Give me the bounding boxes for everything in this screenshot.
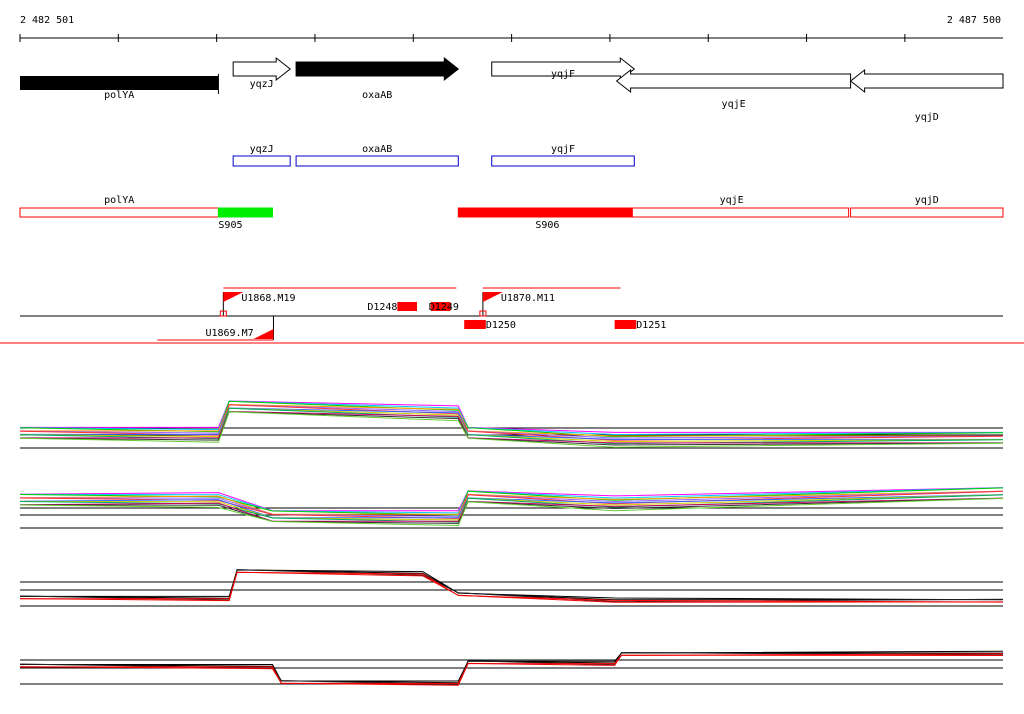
panel-series-line (19, 490, 1004, 515)
panel-series-line (19, 494, 1004, 521)
gene-arrow (232, 56, 291, 82)
start-coordinate-label: 2 482 501 (20, 15, 74, 26)
cds-box (295, 155, 459, 167)
annotation-box (850, 207, 1004, 218)
panel-series-line (19, 490, 1004, 520)
feature-flag (482, 292, 503, 302)
panel-series-line (19, 497, 1004, 524)
panel-series-line (19, 487, 1004, 514)
annotation-label: yqjE (720, 195, 744, 206)
panel-series-line (20, 400, 1003, 433)
annotation-label: S906 (535, 220, 559, 231)
annotation-box (614, 207, 850, 218)
cds-label: oxaAB (362, 144, 392, 155)
feature-label: U1868.M19 (241, 293, 295, 304)
annotation-track: polYA S905 S906 yqjE yqjD (19, 195, 1004, 231)
cds-box (232, 155, 291, 167)
feature-red-block (614, 320, 637, 329)
feature-red-block (430, 302, 451, 311)
annotation-label: S905 (218, 220, 242, 231)
panel-series-line (19, 490, 1004, 517)
cds-track: yqzJ oxaAB yqjF (232, 144, 635, 167)
feature-track: U1868.M19 U1869.M7 U1870.M11 D1248 D1249 D125… (20, 287, 1003, 341)
annotation-box (19, 207, 219, 218)
panel-series-line (19, 487, 1004, 516)
panel-series-line (19, 494, 1004, 519)
expression-panels (19, 400, 1004, 686)
feature-red-block (464, 320, 486, 329)
gene-label: polYA (104, 90, 134, 101)
feature-anchor-box (219, 310, 227, 317)
panel-series-line (19, 411, 1004, 448)
panel-series-line (19, 571, 1004, 603)
panel-series-line (19, 494, 1004, 523)
gene-label: yqzJ (250, 79, 274, 90)
gene-arrow (295, 56, 460, 82)
cds-label: yqjF (551, 144, 575, 155)
panel-series-line (20, 403, 1003, 437)
annotation-label: yqjD (915, 195, 939, 206)
panel-series-line (19, 654, 1004, 686)
end-coordinate-label: 2 487 500 (947, 15, 1001, 26)
gene-label: yqjF (551, 69, 575, 80)
panel-series-line (20, 653, 1004, 684)
feature-label: U1869.M7 (205, 328, 253, 339)
panel-series-line (19, 652, 1004, 686)
feature-red-block (397, 302, 418, 311)
gene-label: yqjD (915, 112, 939, 123)
annotation-box (217, 207, 273, 218)
gene-label: oxaAB (362, 90, 392, 101)
gene-arrow (849, 68, 1004, 94)
gene-arrow (20, 76, 219, 90)
gene-label: yqjE (722, 99, 746, 110)
annotation-label: polYA (104, 195, 134, 206)
panel-series-line (19, 497, 1004, 522)
feature-flag (253, 329, 274, 339)
panel-series-line (19, 400, 1004, 436)
coordinate-ruler (19, 34, 1003, 42)
feature-label: D1248 (367, 302, 397, 313)
feature-label: D1251 (636, 320, 666, 331)
panel-series-line (19, 497, 1004, 527)
gene-track: polYA yqzJ oxaAB yqjF yqjE yqjD (20, 56, 1004, 123)
panel-series-line (20, 410, 1003, 444)
gene-arrow (615, 68, 852, 94)
feature-label: U1870.M11 (501, 293, 555, 304)
feature-anchor-box (479, 310, 487, 317)
panel-series-line (20, 407, 1003, 440)
feature-flag (223, 292, 244, 302)
cds-label: yqzJ (250, 144, 274, 155)
panel-series-line (19, 487, 1004, 512)
cds-box (491, 155, 635, 167)
feature-label: D1249 (429, 302, 459, 313)
annotation-box (457, 207, 633, 218)
panel-series-line (19, 411, 1004, 446)
feature-label: D1250 (486, 320, 516, 331)
